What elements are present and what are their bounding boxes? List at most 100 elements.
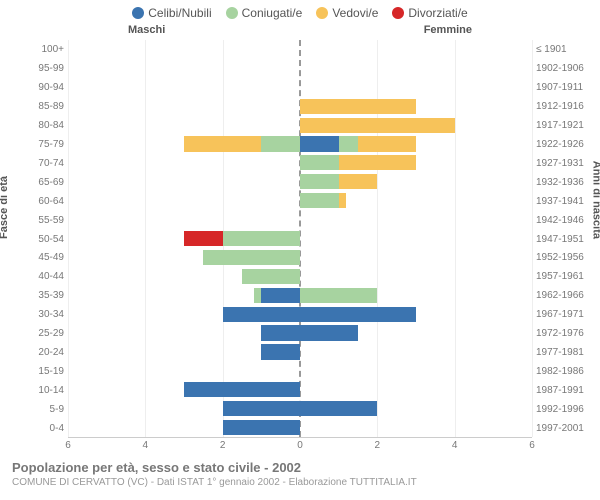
bar-segment — [223, 231, 300, 246]
bars-area — [68, 40, 532, 438]
male-bar — [0, 174, 300, 189]
bar-row — [68, 210, 532, 229]
female-bar — [300, 269, 600, 284]
bar-row — [68, 267, 532, 286]
chart-title: Popolazione per età, sesso e stato civil… — [12, 460, 592, 475]
male-bar — [0, 118, 300, 133]
female-bar — [300, 80, 600, 95]
bar-row — [68, 40, 532, 59]
bar-segment — [339, 136, 358, 151]
legend-swatch — [392, 7, 404, 19]
bar-segment — [300, 288, 377, 303]
bar-row — [68, 361, 532, 380]
female-bar — [300, 250, 600, 265]
legend-swatch — [226, 7, 238, 19]
bar-row — [68, 399, 532, 418]
bar-row — [68, 172, 532, 191]
bar-segment — [223, 420, 300, 435]
female-bar — [300, 61, 600, 76]
bar-segment — [300, 155, 339, 170]
bar-row — [68, 229, 532, 248]
female-bar — [300, 325, 600, 340]
bar-segment — [184, 136, 261, 151]
bar-segment — [300, 174, 339, 189]
bar-row — [68, 305, 532, 324]
male-bar — [0, 193, 300, 208]
bar-segment — [300, 307, 416, 322]
female-bar — [300, 288, 600, 303]
female-bar — [300, 193, 600, 208]
legend-item: Celibi/Nubili — [132, 6, 211, 20]
female-bar — [300, 212, 600, 227]
bar-row — [68, 324, 532, 343]
male-bar — [0, 42, 300, 57]
bar-segment — [300, 136, 339, 151]
male-bar — [0, 269, 300, 284]
female-bar — [300, 174, 600, 189]
male-bar — [0, 250, 300, 265]
bar-segment — [184, 382, 300, 397]
female-bar — [300, 344, 600, 359]
legend-label: Divorziati/e — [408, 6, 467, 20]
bar-segment — [261, 344, 300, 359]
male-bar — [0, 307, 300, 322]
bar-segment — [300, 325, 358, 340]
x-tick-label: 6 — [529, 440, 535, 451]
female-bar — [300, 420, 600, 435]
plot-area: Fasce di età Anni di nascita 100+95-9990… — [8, 40, 592, 438]
female-bar — [300, 231, 600, 246]
bar-segment — [242, 269, 300, 284]
bar-row — [68, 191, 532, 210]
male-bar — [0, 61, 300, 76]
bar-row — [68, 418, 532, 437]
bar-segment — [223, 401, 300, 416]
footer: Popolazione per età, sesso e stato civil… — [8, 460, 592, 488]
x-tick-label: 0 — [297, 440, 303, 451]
male-bar — [0, 136, 300, 151]
x-tick-label: 6 — [65, 440, 71, 451]
female-bar — [300, 136, 600, 151]
x-tick-label: 4 — [452, 440, 458, 451]
male-bar — [0, 344, 300, 359]
bar-row — [68, 380, 532, 399]
female-bar — [300, 307, 600, 322]
female-bar — [300, 363, 600, 378]
x-tick-label: 4 — [143, 440, 149, 451]
bar-segment — [223, 307, 300, 322]
male-bar — [0, 363, 300, 378]
legend-item: Divorziati/e — [392, 6, 467, 20]
bar-segment — [358, 136, 416, 151]
gender-female-label: Femmine — [424, 24, 472, 36]
bar-segment — [300, 193, 339, 208]
male-bar — [0, 401, 300, 416]
legend-label: Coniugati/e — [242, 6, 303, 20]
legend-label: Celibi/Nubili — [148, 6, 211, 20]
legend-swatch — [316, 7, 328, 19]
bar-segment — [254, 288, 262, 303]
bar-row — [68, 97, 532, 116]
legend-swatch — [132, 7, 144, 19]
bar-segment — [300, 118, 455, 133]
bar-segment — [261, 288, 300, 303]
female-bar — [300, 401, 600, 416]
bar-segment — [300, 99, 416, 114]
bar-segment — [300, 401, 377, 416]
male-bar — [0, 99, 300, 114]
female-bar — [300, 118, 600, 133]
bar-segment — [261, 136, 300, 151]
male-bar — [0, 420, 300, 435]
male-bar — [0, 80, 300, 95]
x-axis: 6420246 — [68, 438, 532, 454]
bar-row — [68, 343, 532, 362]
bar-row — [68, 78, 532, 97]
female-bar — [300, 382, 600, 397]
bar-row — [68, 286, 532, 305]
legend-item: Vedovi/e — [316, 6, 378, 20]
female-bar — [300, 99, 600, 114]
bar-segment — [203, 250, 300, 265]
male-bar — [0, 231, 300, 246]
male-bar — [0, 325, 300, 340]
gender-headers: Maschi Femmine — [8, 24, 592, 40]
legend-item: Coniugati/e — [226, 6, 303, 20]
legend: Celibi/Nubili Coniugati/e Vedovi/e Divorzia… — [8, 6, 592, 20]
